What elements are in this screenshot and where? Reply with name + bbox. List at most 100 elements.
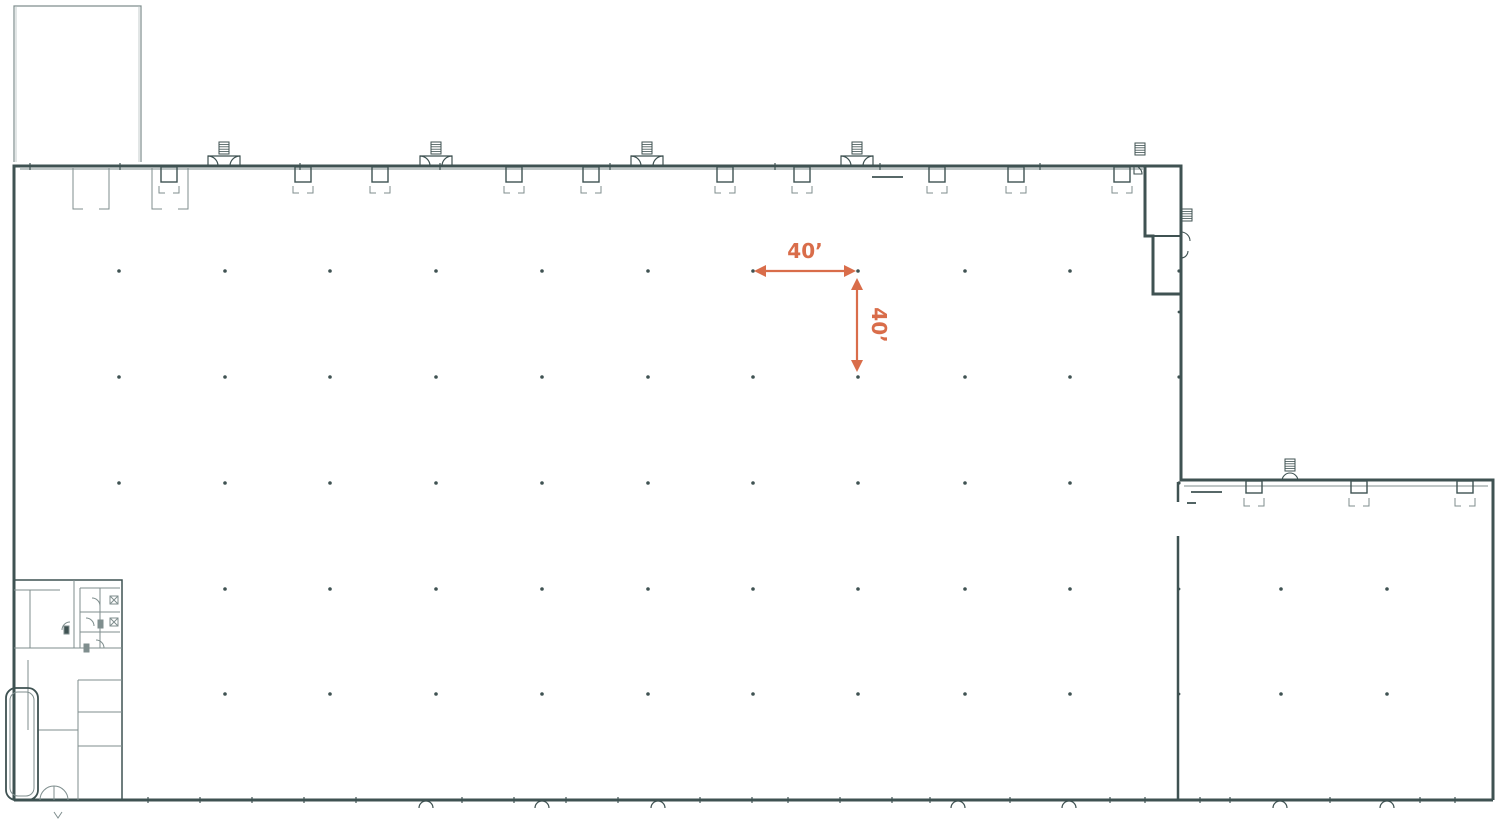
door-swing-icon [950, 800, 966, 809]
door-swing-icon [1061, 800, 1077, 809]
column-dot-icon [117, 481, 121, 485]
column-dot-icon [646, 692, 650, 696]
column-dot-icon [117, 375, 121, 379]
door-swing-icon [418, 800, 434, 809]
column-dot-icon [540, 692, 544, 696]
column-dot-icon [1385, 692, 1389, 696]
column-dot-icon [1177, 587, 1181, 591]
column-dot-icon [751, 481, 755, 485]
stair-icon [207, 141, 241, 167]
dock-door-icon [1005, 166, 1027, 194]
column-dot-icon [646, 375, 650, 379]
horizontal-dimension-label: 40’ [787, 239, 822, 263]
door-swing-icon [1272, 800, 1288, 809]
inner-wall-lines [20, 168, 1488, 504]
stair-icon [419, 141, 453, 167]
column-dot-icon [223, 481, 227, 485]
stair-icon [840, 141, 874, 167]
column-dot-icon [646, 587, 650, 591]
column-dot-icon [1385, 587, 1389, 591]
dock-door-icon [926, 166, 948, 194]
vertical-dimension-label: 40’ [867, 307, 891, 342]
column-dot-icon [223, 692, 227, 696]
column-dot-icon [328, 692, 332, 696]
main-building-walls [12, 164, 1495, 802]
door-swing-icon [1379, 800, 1395, 809]
column-dot-icon [540, 587, 544, 591]
column-dot-icon [1068, 375, 1072, 379]
column-dot-icon [1068, 269, 1072, 273]
door-swing-icon [534, 800, 550, 809]
column-dot-icon [540, 481, 544, 485]
column-dot-icon [751, 375, 755, 379]
column-dot-icon [223, 269, 227, 273]
column-dot-icon [856, 375, 860, 379]
dock-door-icon [1243, 480, 1265, 507]
column-dot-icon [646, 481, 650, 485]
column-dot-icon [328, 375, 332, 379]
column-dot-icon [963, 587, 967, 591]
dock-door-icon [503, 166, 525, 194]
column-dot-icon [223, 375, 227, 379]
column-dot-icon [1177, 310, 1181, 314]
column-dot-icon [1068, 692, 1072, 696]
column-dot-icon [751, 269, 755, 273]
column-dot-icon [1177, 375, 1181, 379]
column-dot-icon [434, 587, 438, 591]
column-dot-icon [434, 481, 438, 485]
column-dot-icon [856, 587, 860, 591]
column-dot-icon [856, 269, 860, 273]
column-dot-icon [1279, 692, 1283, 696]
column-dot-icon [1068, 587, 1072, 591]
horizontal-dimension-arrow-icon [754, 265, 856, 277]
column-dot-icon [963, 692, 967, 696]
column-dot-icon [117, 269, 121, 273]
dock-doors [72, 166, 1476, 507]
column-dot-icon [434, 269, 438, 273]
column-dot-icon [751, 692, 755, 696]
office-suite [5, 579, 123, 819]
column-dot-icon [434, 375, 438, 379]
dock-door-icon [1111, 166, 1133, 194]
column-dot-icon [540, 375, 544, 379]
column-dot-icon [646, 269, 650, 273]
column-dot-icon [1068, 481, 1072, 485]
column-dot-icon [223, 587, 227, 591]
dock-door-icon [151, 168, 189, 210]
column-dot-icon [963, 481, 967, 485]
dock-door-icon [72, 168, 110, 210]
column-dot-icon [856, 692, 860, 696]
dimension-markers: 40’ 40’ [754, 239, 891, 372]
stair-icon [1134, 142, 1146, 156]
column-dot-icon [856, 481, 860, 485]
column-dot-icon [1177, 269, 1181, 273]
dock-door-icon [158, 166, 180, 194]
column-dot-icon [434, 692, 438, 696]
column-dot-icon [540, 269, 544, 273]
stair-icon [1284, 458, 1296, 472]
column-dot-icon [1279, 587, 1283, 591]
column-dot-icon [328, 587, 332, 591]
column-dot-icon [963, 375, 967, 379]
dock-door-icon [791, 166, 813, 194]
column-dot-icon [328, 269, 332, 273]
dock-door-icon [714, 166, 736, 194]
stair-icon [1181, 208, 1193, 222]
column-dot-icon [751, 587, 755, 591]
dock-door-icon [292, 166, 314, 194]
column-grid [117, 269, 1389, 696]
dock-door-icon [1348, 480, 1370, 507]
column-dot-icon [1177, 692, 1181, 696]
column-dot-icon [328, 481, 332, 485]
stair-icon [630, 141, 664, 167]
door-swing-icon [650, 800, 666, 809]
vertical-dimension-arrow-icon [851, 278, 863, 372]
column-dot-icon [963, 269, 967, 273]
bottom-wall-doors [29, 163, 1456, 809]
yard-enclosure [13, 5, 142, 162]
dock-door-icon [369, 166, 391, 194]
dock-door-icon [580, 166, 602, 194]
stair-markers [207, 141, 1299, 482]
column-dot-icon [1177, 481, 1181, 485]
